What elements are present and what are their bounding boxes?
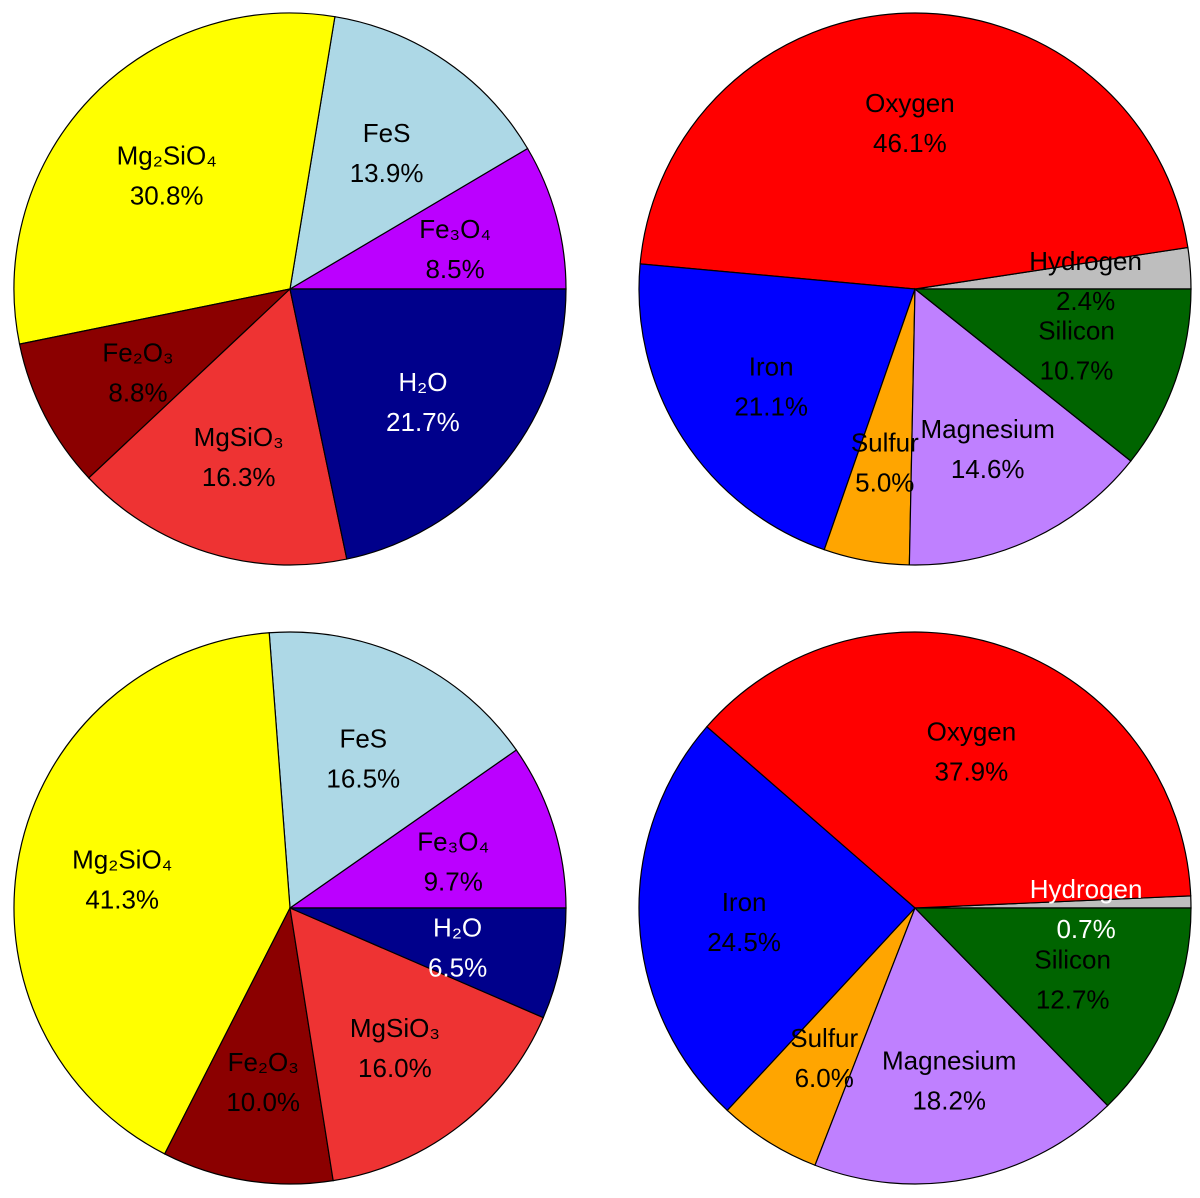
slice-label-layer: Hydrogen 2.4% Oxygen 46.1% Iron 21.1% Sulfur 5.… [734,88,1142,497]
slice-label: Mg₂SiO₄ [72,844,172,874]
slice-label: Mg₂SiO₄ [117,140,217,170]
pie-slice [638,725,916,1112]
slice-label: Oxygen [865,88,955,118]
pie-chart-top-right: Hydrogen 2.4% Oxygen 46.1% Iron 21.1% Sulfur 5.… [638,12,1192,566]
pie-slice [289,907,545,1182]
pie-slice [18,287,292,479]
pie-slice [913,907,1192,1107]
slice-label: MgSiO₃ [194,422,284,452]
slice-label: FeS [339,723,387,753]
slice-percent-label: 0.7% [1056,914,1115,944]
slice-percent-label: 10.0% [226,1087,300,1117]
slice-label: Sulfur [790,1023,858,1053]
slice-percent-label: 6.0% [795,1063,854,1093]
slice-label: Iron [749,352,794,382]
slice-percent-label: 2.4% [1056,286,1115,316]
slice-label: H₂O [398,367,447,397]
slice-label: Hydrogen [1029,246,1142,276]
slice-percent-label: 30.8% [130,180,204,210]
slice-percent-label: 37.9% [935,757,1009,787]
slice-percent-label: 13.9% [350,158,424,188]
slice-percent-label: 8.5% [425,254,484,284]
pie-slice [87,287,348,566]
slice-percent-label: 5.0% [855,467,914,497]
pie-slice [13,12,336,345]
pie-slice [268,631,518,910]
slice-percent-label: 41.3% [85,884,159,914]
pie-slice [289,288,567,560]
slice-label: Oxygen [927,717,1017,747]
slice-percent-label: 9.7% [424,867,483,897]
slice-percent-label: 21.7% [386,407,460,437]
slice-label: Fe₂O₃ [228,1047,299,1077]
slice-percent-label: 6.5% [428,953,487,983]
pie-slice [287,147,567,290]
pie-chart-top-left: Fe₃O₄ 8.5% FeS 13.9% Mg₂SiO₄ 30.8% Fe₂O₃ 8.8% Mg… [13,12,567,566]
pie-slice [913,288,1192,462]
slice-percent-label: 24.5% [707,927,781,957]
pie-slice [639,12,1189,290]
slice-label-layer: Fe₃O₄ 8.5% FeS 13.9% Mg₂SiO₄ 30.8% Fe₂O₃ 8.8% Mg… [102,118,491,492]
slice-percent-label: 46.1% [873,128,947,158]
pie-chart-bottom-right: Hydrogen 0.7% Oxygen 37.9% Iron 24.5% Sulfur 6.… [638,631,1192,1185]
pie-chart-bottom-left: Fe₃O₄ 9.7% FeS 16.5% Mg₂SiO₄ 41.3% Fe₂O₃ 10.0% M… [13,631,567,1185]
pie-slice [814,906,1109,1185]
slice-label: MgSiO₃ [350,1013,440,1043]
slice-percent-label: 10.7% [1040,356,1114,386]
slice-label: Fe₃O₄ [417,827,489,857]
pie-slice [638,263,916,551]
slice-label: Magnesium [920,414,1054,444]
pie-slice [289,15,529,291]
slice-label: Fe₃O₄ [419,214,491,244]
slice-label: Fe₂O₃ [102,338,173,368]
slice-percent-label: 8.8% [108,378,167,408]
pie-slice [908,287,1132,566]
slice-label: Silicon [1034,945,1111,975]
slice-percent-label: 16.3% [202,462,276,492]
slice-label-layer: Fe₃O₄ 9.7% FeS 16.5% Mg₂SiO₄ 41.3% Fe₂O₃ 10.0% M… [72,723,489,1117]
slice-label: Iron [722,887,767,917]
pie-slice [163,906,334,1185]
slice-percent-label: 14.6% [951,454,1025,484]
slice-label: Sulfur [851,427,919,457]
slice-label: Hydrogen [1030,874,1143,904]
slice-label: Silicon [1038,316,1115,346]
slice-percent-label: 12.7% [1036,985,1110,1015]
slice-label: Magnesium [882,1046,1016,1076]
pie-slice [289,907,567,1019]
slice-label-layer: Hydrogen 0.7% Oxygen 37.9% Iron 24.5% Sulfur 6.… [707,717,1142,1116]
slice-percent-label: 18.2% [912,1086,986,1116]
slice-label: FeS [363,118,411,148]
slice-label: H₂O [433,913,482,943]
slice-percent-label: 21.1% [734,392,808,422]
slice-percent-label: 16.5% [326,763,400,793]
pie-slice [13,632,291,1155]
pie-slice [288,749,567,909]
pie-slice [705,631,1192,909]
slice-percent-label: 16.0% [358,1053,432,1083]
